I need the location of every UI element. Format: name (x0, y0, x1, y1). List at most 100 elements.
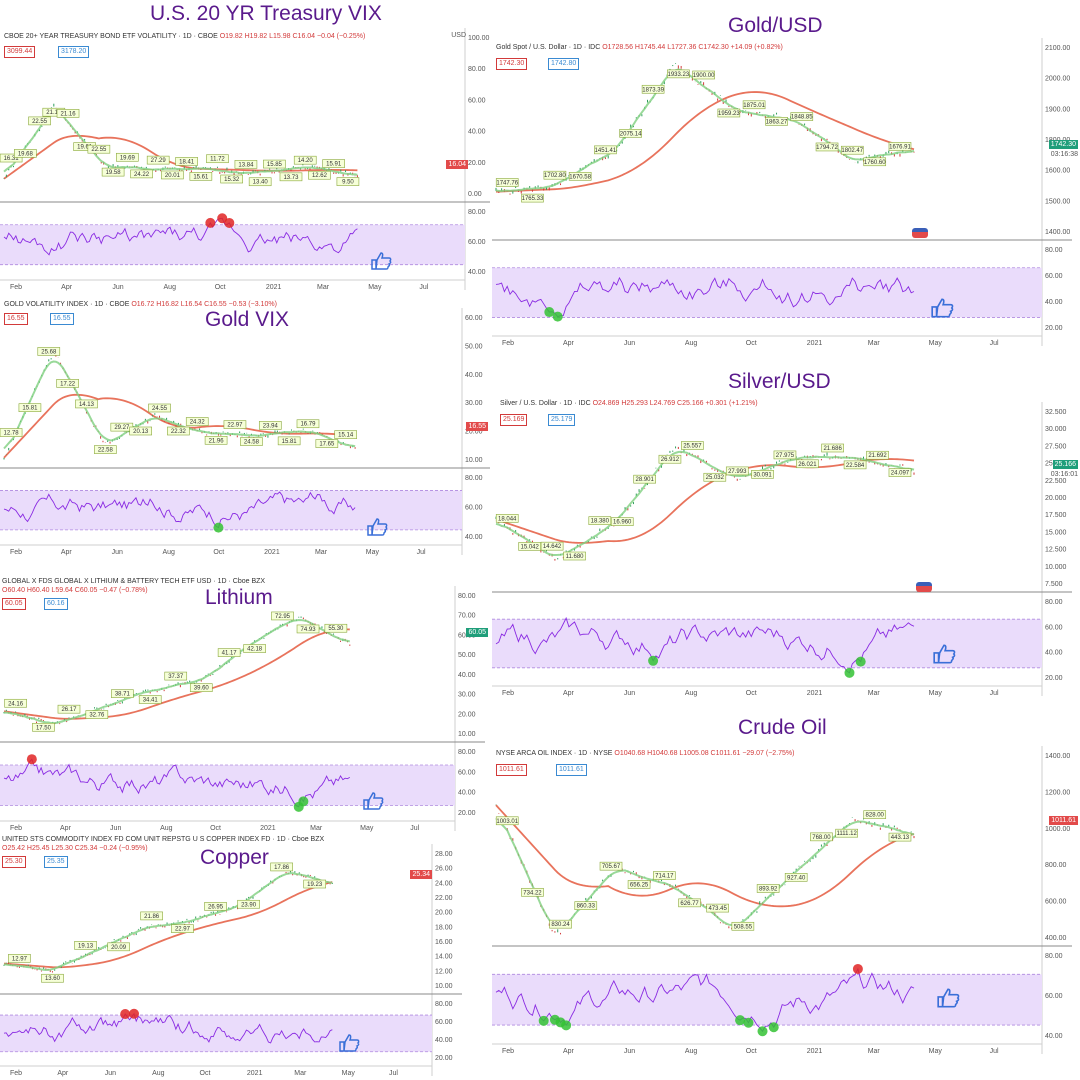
price-label-box (308, 170, 331, 180)
price-label-box (56, 379, 79, 388)
month-tick-label: 2021 (807, 690, 823, 697)
price-label-box (87, 144, 111, 154)
price-label: 22.97 (175, 927, 191, 933)
oversold-marker (552, 311, 563, 322)
price-label: 24.58 (244, 440, 260, 446)
price-tick-label: 7.500 (1045, 581, 1063, 588)
ohlc-readout: O16.72 H16.82 L16.54 C16.55 −0.53 (−3.10… (131, 301, 277, 308)
price-label-box (270, 862, 293, 872)
price-label: 12.78 (4, 431, 20, 437)
price-label-box (599, 861, 623, 871)
price-label: 12.62 (312, 173, 328, 179)
price-label: 1848.85 (791, 115, 813, 121)
chart-panel-gold-vix: 60.00 50.00 40.00 30.00 20.00 10.00 80.00 60.00… (0, 298, 490, 560)
rsi-tick-label: 60.00 (1045, 993, 1063, 1000)
rsi-tick-label: 60.00 (1045, 273, 1063, 280)
price-tick-label: 800.00 (1045, 862, 1067, 869)
price-label: 34.41 (143, 698, 159, 704)
overbought-marker (224, 217, 235, 228)
oversold-marker (757, 1026, 768, 1037)
rsi-tick-label: 40.00 (465, 534, 483, 541)
price-tick-label: 50.00 (458, 652, 476, 659)
price-label-box (703, 472, 727, 482)
price-label: 17.50 (36, 725, 52, 731)
price-label-box (863, 810, 887, 819)
chart-title: U.S. 20 YR Treasury VIX (150, 2, 382, 25)
price-label-box (888, 468, 912, 477)
rsi-tick-label: 80.00 (435, 1001, 453, 1008)
price-label: 37.37 (168, 674, 184, 680)
price-label: 705.67 (602, 864, 621, 870)
bid-box: 1742.30 (496, 58, 528, 70)
rsi-tick-label: 60.00 (468, 239, 486, 246)
ohlc-readout: O60.40 H60.40 L59.64 C60.05 −0.47 (−0.78… (2, 587, 148, 594)
price-label: 19.23 (307, 882, 323, 888)
ask-box: 1742.80 (548, 58, 580, 70)
price-label: 1747.76 (496, 181, 518, 187)
chart-header: CBOE 20+ YEAR TREASURY BOND ETF VOLATILI… (4, 33, 366, 40)
price-label: 14.642 (543, 544, 562, 550)
price-tick-label: 32.500 (1045, 409, 1067, 416)
price-label: 19.13 (78, 943, 94, 949)
moving-average-line (3, 628, 350, 720)
price-label: 22.97 (227, 423, 243, 429)
price-label: 1900.00 (693, 73, 715, 79)
last-price-tag: 25.34 (410, 870, 432, 879)
price-label-box (171, 924, 194, 933)
price-label: 16.31 (4, 156, 20, 162)
price-label: 21.692 (868, 453, 887, 459)
rsi-band (492, 619, 1042, 668)
rsi-tick-label: 40.00 (1045, 299, 1063, 306)
price-label: 29.27 (114, 425, 130, 431)
price-label-box (18, 403, 42, 413)
price-label: 893.92 (759, 886, 778, 892)
month-tick-label: Aug (152, 1070, 165, 1077)
rsi-band (0, 765, 455, 806)
price-tick-label: 1900.00 (1045, 106, 1070, 113)
price-tick-label: 10.00 (458, 731, 476, 738)
overbought-marker (205, 217, 216, 228)
price-label: 24.22 (134, 172, 150, 178)
price-label: 72.95 (275, 614, 291, 620)
countdown-label: 03:16:01 (1050, 471, 1078, 478)
price-label: 734.22 (523, 890, 542, 896)
price-label-box (667, 69, 690, 79)
price-label-box (204, 435, 228, 445)
price-label: 1670.58 (569, 174, 591, 180)
oversold-marker (544, 307, 555, 318)
price-tick-label: 10.000 (1045, 564, 1067, 571)
price-label-box (717, 108, 741, 118)
month-tick-label: Mar (310, 825, 323, 832)
price-label: 22.55 (91, 147, 107, 153)
month-tick-label: 2021 (807, 1048, 823, 1055)
price-label: 1873.39 (642, 87, 664, 93)
price-tick-label: 12.00 (435, 968, 453, 975)
price-label-box (204, 902, 227, 911)
price-label-box (277, 436, 301, 446)
price-label-box (303, 879, 326, 889)
oversold-marker (844, 667, 855, 678)
price-label-box (765, 117, 788, 126)
price-label: 1676.91 (889, 144, 911, 150)
rsi-line (3, 1012, 333, 1044)
overbought-marker (26, 754, 37, 765)
price-tick-label: 22.00 (435, 895, 453, 902)
oversold-marker (743, 1017, 754, 1028)
month-tick-label: Oct (746, 1048, 757, 1055)
price-label-box (627, 880, 651, 889)
oversold-marker (538, 1015, 549, 1026)
last-price-tag: 25.166 (1052, 460, 1078, 469)
chart-title: Copper (200, 846, 269, 869)
price-label-box (790, 112, 814, 121)
month-tick-label: 2021 (266, 284, 282, 291)
price-label: 22.584 (846, 463, 865, 469)
rsi-band (492, 267, 1042, 318)
ask-box: 1011.61 (556, 764, 587, 776)
flag-icon (912, 228, 928, 238)
month-tick-label: May (342, 1070, 356, 1077)
price-label: 626.77 (680, 901, 699, 907)
price-label: 656.25 (630, 882, 649, 888)
rsi-tick-label: 60.00 (458, 769, 476, 776)
price-label-box (821, 443, 844, 453)
overbought-marker (217, 213, 228, 224)
